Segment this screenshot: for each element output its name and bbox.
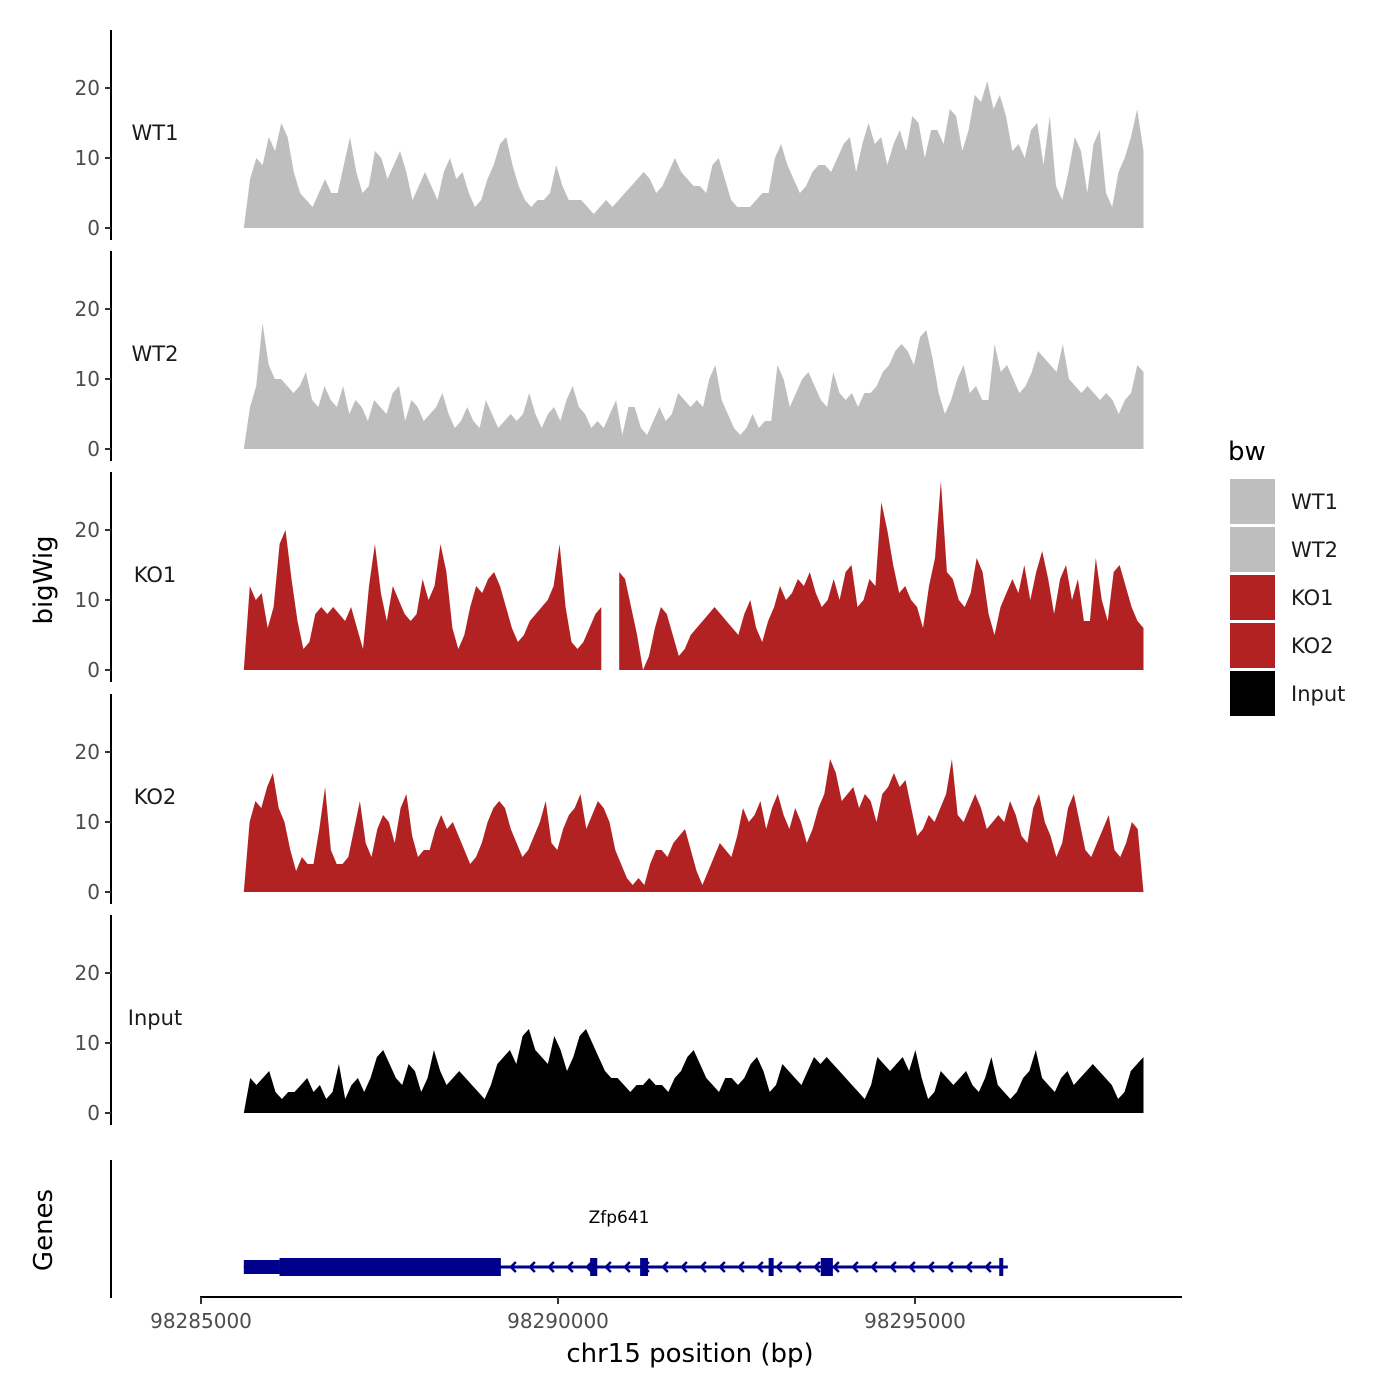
y-tick-label: 0	[87, 1101, 100, 1125]
y-tick-label: 0	[87, 437, 100, 461]
strand-arrow	[528, 1261, 536, 1273]
gene-exon	[999, 1258, 1004, 1276]
track-ko1: 0 10 20 KO1	[75, 472, 1144, 682]
track-wt2: 0 10 20 WT2	[75, 251, 1144, 461]
track-input: 0 10 20 Input	[75, 915, 1144, 1125]
strand-arrow	[547, 1261, 555, 1273]
y-tick-label: 0	[87, 880, 100, 904]
strand-arrow	[984, 1261, 992, 1273]
legend-swatch-input	[1230, 671, 1275, 716]
legend-label: Input	[1291, 682, 1345, 706]
y-axis-title: bigWig	[29, 535, 59, 624]
strand-arrow	[623, 1261, 631, 1273]
track-wt1: 0 10 20 WT1	[75, 30, 1144, 240]
track-label: KO1	[134, 563, 177, 587]
strand-arrow	[813, 1261, 821, 1273]
gene-label: Zfp641	[589, 1208, 650, 1228]
track-ko2: 0 10 20 KO2	[75, 694, 1144, 904]
track-panels: 0 10 20 WT1 0 10 20 WT2 0 10 20 KO1 0 10 20 KO2 0 10 20 Inp…	[75, 30, 1144, 1125]
y-tick-label: 10	[75, 810, 100, 834]
strand-arrow	[889, 1261, 897, 1273]
track-label: WT1	[132, 121, 179, 145]
legend-swatch-wt2	[1230, 527, 1275, 572]
gene-utr	[243, 1260, 280, 1274]
x-axis: 98285000 98290000 98295000	[150, 1296, 1182, 1333]
strand-arrow	[566, 1261, 574, 1273]
strand-arrow	[927, 1261, 935, 1273]
gene-exon	[640, 1258, 648, 1276]
track-label: KO2	[134, 785, 177, 809]
x-tick-label: 98290000	[507, 1309, 609, 1333]
y-tick-label: 20	[75, 961, 100, 985]
signal-area-ko2	[243, 759, 1144, 892]
legend-label: KO1	[1291, 586, 1334, 610]
signal-area-input	[243, 1029, 1144, 1113]
signal-area-wt1	[243, 81, 1144, 228]
strand-arrow	[908, 1261, 916, 1273]
y-tick-label: 10	[75, 146, 100, 170]
legend-swatch-ko2	[1230, 623, 1275, 668]
strand-arrow	[718, 1261, 726, 1273]
strand-arrow	[699, 1261, 707, 1273]
strand-arrow	[756, 1261, 764, 1273]
x-tick-label: 98285000	[150, 1309, 252, 1333]
y-tick-label: 0	[87, 216, 100, 240]
strand-arrow	[946, 1261, 954, 1273]
gene-exon	[820, 1258, 833, 1276]
track-label: WT2	[132, 342, 179, 366]
genes-track-title: Genes	[29, 1189, 59, 1271]
y-tick-label: 20	[75, 297, 100, 321]
strand-arrow	[661, 1261, 669, 1273]
strand-arrow	[851, 1261, 859, 1273]
legend-label: WT2	[1291, 538, 1338, 562]
legend-swatch-wt1	[1230, 479, 1275, 524]
genes-panel: Zfp641	[110, 1160, 1008, 1298]
strand-arrows	[509, 1261, 992, 1273]
x-tick-label: 98295000	[864, 1309, 966, 1333]
x-axis-title: chr15 position (bp)	[566, 1339, 813, 1369]
strand-arrow	[604, 1261, 612, 1273]
y-tick-label: 20	[75, 740, 100, 764]
y-tick-label: 20	[75, 76, 100, 100]
legend-label: WT1	[1291, 490, 1338, 514]
y-tick-label: 10	[75, 1031, 100, 1055]
strand-arrow	[509, 1261, 517, 1273]
signal-area-ko1	[243, 481, 1144, 670]
y-tick-label: 10	[75, 588, 100, 612]
strand-arrow	[680, 1261, 688, 1273]
track-label: Input	[128, 1006, 182, 1030]
legend: bw WT1 WT2 KO1 KO2 Input	[1228, 437, 1345, 716]
gene-exon	[279, 1258, 501, 1276]
gene-exon	[768, 1258, 774, 1276]
strand-arrow	[737, 1261, 745, 1273]
strand-arrow	[775, 1261, 783, 1273]
signal-area-wt2	[243, 323, 1144, 449]
strand-arrow	[870, 1261, 878, 1273]
y-tick-label: 0	[87, 658, 100, 682]
legend-title: bw	[1228, 437, 1266, 467]
y-tick-label: 10	[75, 367, 100, 391]
strand-arrow	[832, 1261, 840, 1273]
strand-arrow	[965, 1261, 973, 1273]
strand-arrow	[794, 1261, 802, 1273]
legend-label: KO2	[1291, 634, 1334, 658]
y-tick-label: 20	[75, 518, 100, 542]
legend-swatch-ko1	[1230, 575, 1275, 620]
gene-exon	[590, 1258, 598, 1276]
